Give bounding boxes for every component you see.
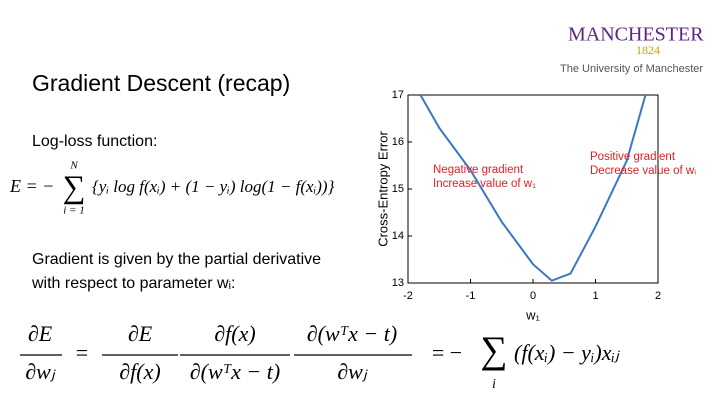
y-tick-label: 13 (392, 277, 404, 289)
y-tick-label: 14 (392, 230, 404, 242)
sum-symbol: ∑ (480, 330, 507, 372)
y-axis-label: Cross-Entropy Error (375, 131, 390, 247)
gradient-text: Gradient is given by the partial derivat… (32, 251, 321, 268)
sum-limit: i (492, 377, 496, 392)
loss-formula: E = − ∑ N i = 1 {yᵢ log f(xᵢ) + (1 − yᵢ)… (9, 160, 335, 217)
denominator: ∂(wᵀx − t) (190, 359, 280, 384)
x-axis-label: w₁ (525, 307, 540, 322)
operator: = − (432, 340, 462, 365)
chart: Cross-Entropy Error w₁ 13 14 15 16 17 -2 -1 0 1 2… (375, 89, 696, 323)
sum-limit: i = 1 (63, 205, 84, 217)
sum-symbol: ∑ (63, 168, 86, 204)
x-tick-label: -2 (403, 290, 413, 302)
curve (419, 95, 647, 282)
annotation: Increase value of w₁ (433, 178, 536, 190)
formula-text: (f(xᵢ) − yᵢ)xᵢⱼ (514, 340, 620, 365)
numerator: ∂(wᵀx − t) (307, 321, 397, 346)
denominator: ∂wⱼ (337, 359, 368, 384)
x-tick-label: 1 (592, 290, 598, 302)
x-tick-label: -1 (466, 290, 476, 302)
denominator: ∂wⱼ (25, 359, 56, 384)
numerator: ∂E (28, 321, 53, 346)
y-tick-label: 16 (392, 136, 404, 148)
numerator: ∂E (128, 321, 153, 346)
x-tick-label: 2 (655, 290, 661, 302)
y-tick-label: 17 (392, 89, 404, 101)
logo-subtitle: The University of Manchester (560, 63, 703, 75)
logo-year: 1824 (636, 43, 660, 57)
denominator: ∂f(x) (119, 359, 160, 384)
gradient-formula: ∂E ∂wⱼ = ∂E ∂f(x) ∂f(x) ∂(wᵀx − t) ∂(wᵀx… (20, 321, 620, 392)
sum-limit: N (69, 160, 78, 172)
formula-text: E = − (9, 176, 54, 196)
plot-frame (407, 94, 659, 284)
loss-label: Log-loss function: (32, 133, 157, 150)
operator: = (76, 340, 88, 365)
y-tick-label: 15 (392, 183, 404, 195)
formula-text: {yᵢ log f(xᵢ) + (1 − yᵢ) log(1 − f(xᵢ))} (92, 177, 335, 196)
logo-name: MANCHESTER (568, 24, 704, 46)
x-tick-label: 0 (530, 290, 536, 302)
gradient-text: with respect to parameter wᵢ: (31, 275, 235, 292)
annotation: Positive gradient (590, 151, 676, 163)
annotation: Decrease value of wᵢ (590, 165, 696, 177)
slide-title: Gradient Descent (recap) (32, 70, 290, 96)
numerator: ∂f(x) (214, 321, 255, 346)
annotation: Negative gradient (433, 164, 524, 176)
